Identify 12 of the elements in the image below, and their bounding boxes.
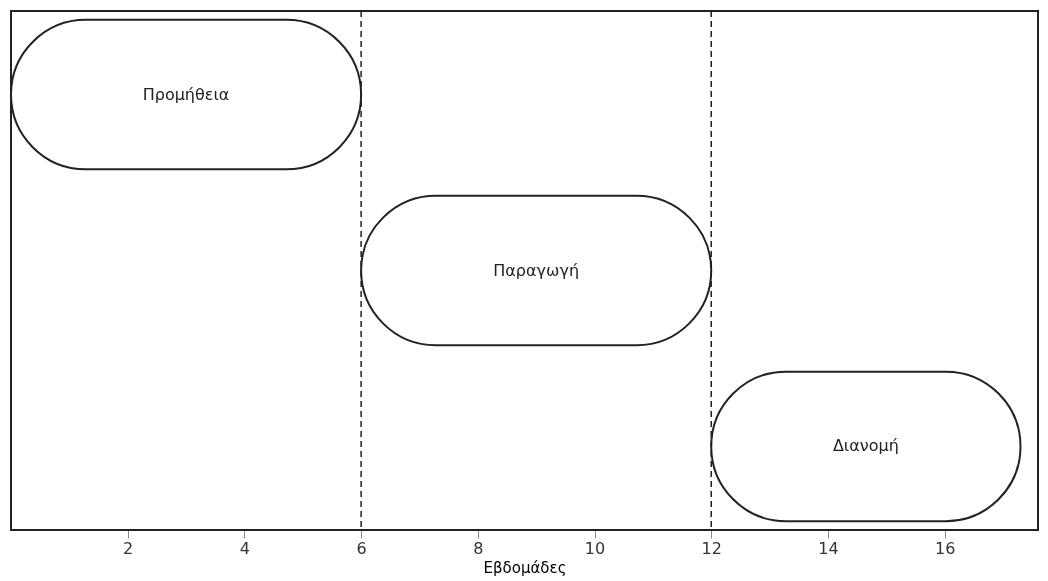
y-tick-label: Διανομή — [832, 436, 899, 456]
x-tick-label: 6 — [356, 538, 367, 558]
x-tick-label: 4 — [239, 538, 250, 558]
x-tick-label: 14 — [818, 538, 839, 558]
x-tick-label: 8 — [473, 538, 484, 558]
y-tick-label: Παραγωγή — [493, 260, 580, 280]
x-tick-label: 16 — [934, 538, 956, 558]
x-tick-label: 10 — [584, 538, 606, 558]
x-axis-title: Εβδομάδες — [483, 558, 567, 577]
x-tick-label: 2 — [123, 538, 134, 558]
y-tick-label: Προμήθεια — [142, 84, 230, 104]
x-tick-label: 12 — [701, 538, 722, 558]
